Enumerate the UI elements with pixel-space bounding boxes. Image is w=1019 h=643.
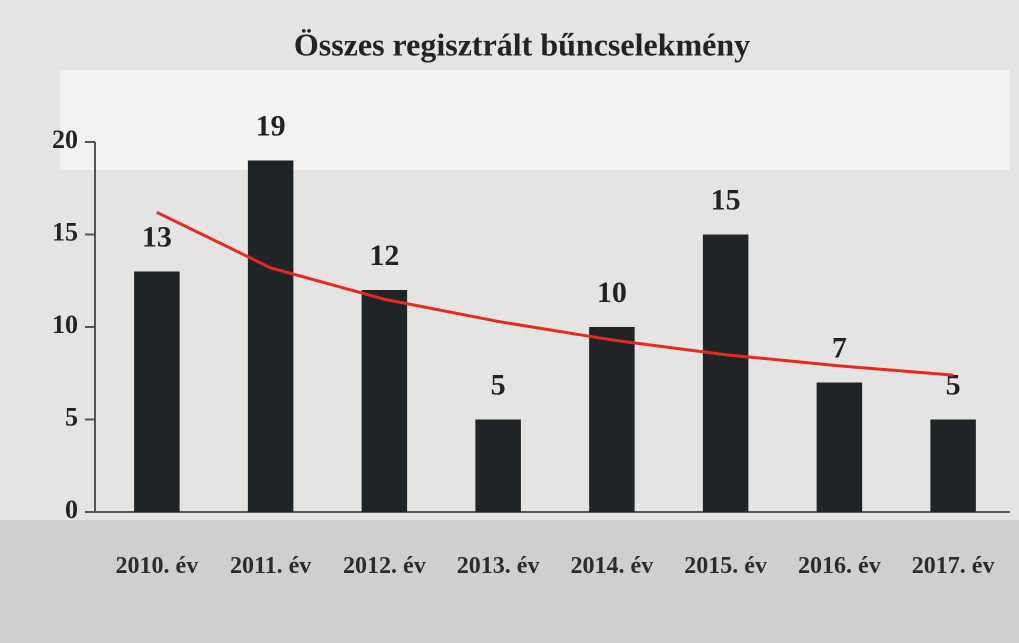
bar	[702, 234, 749, 512]
x-tick-label: 2014. év	[570, 553, 654, 579]
value-label: 5	[491, 368, 506, 401]
y-tick-label: 0	[65, 495, 78, 524]
bar	[247, 160, 294, 512]
x-tick-label: 2017. év	[911, 553, 995, 579]
bar	[589, 327, 635, 512]
y-tick-label: 15	[52, 217, 78, 246]
value-label: 7	[832, 331, 847, 364]
value-label: 13	[142, 220, 172, 253]
x-tick-label: 2015. év	[684, 553, 767, 579]
x-tick-label: 2013. év	[456, 553, 540, 579]
y-tick-label: 5	[65, 402, 78, 431]
trend-line	[156, 210, 954, 377]
value-label: 5	[946, 368, 961, 401]
bar	[816, 382, 863, 512]
bar	[361, 290, 408, 512]
x-tick-label: 2011. év	[229, 553, 312, 579]
background-building	[60, 70, 1010, 170]
x-tick-label: 2016. év	[798, 553, 881, 579]
bar	[475, 419, 521, 512]
background-ground	[0, 520, 1019, 643]
value-label: 12	[369, 239, 399, 272]
value-label: 15	[711, 183, 741, 216]
value-label: 10	[597, 276, 627, 309]
chart-title: Összes regisztrált bűncselekmény	[294, 26, 750, 62]
y-tick-label: 20	[52, 125, 78, 154]
x-tick-label: 2010. év	[115, 553, 199, 579]
value-label: 19	[256, 109, 286, 142]
bar	[134, 271, 180, 512]
y-tick-label: 10	[52, 310, 78, 339]
bar	[930, 419, 976, 512]
x-tick-label: 2012. év	[343, 553, 426, 579]
